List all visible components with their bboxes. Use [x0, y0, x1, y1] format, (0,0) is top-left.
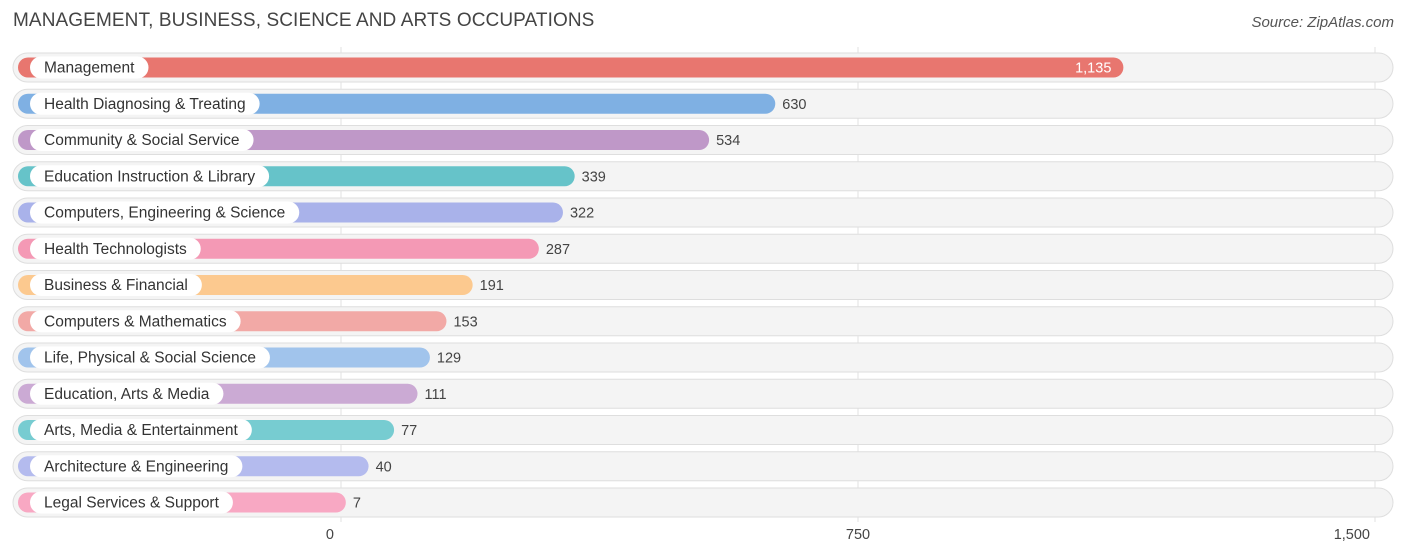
category-label: Arts, Media & Entertainment	[44, 422, 239, 439]
value-label: 1,135	[1075, 61, 1111, 77]
category-label: Education Instruction & Library	[44, 168, 255, 185]
tick-label: 1,500	[1334, 527, 1370, 543]
category-label: Management	[44, 60, 135, 77]
category-label: Computers & Mathematics	[44, 313, 227, 330]
label-pill	[30, 56, 149, 79]
label-pill	[30, 274, 202, 296]
label-pill	[30, 382, 224, 405]
label-pill	[30, 165, 270, 188]
value-label: 191	[480, 278, 504, 294]
category-label: Legal Services & Support	[44, 495, 220, 512]
chart-title: MANAGEMENT, BUSINESS, SCIENCE AND ARTS O…	[13, 10, 595, 31]
value-label: 40	[376, 459, 392, 475]
category-label: Health Diagnosing & Treating	[44, 96, 246, 113]
value-label: 534	[716, 133, 740, 149]
category-label: Architecture & Engineering	[44, 458, 228, 475]
category-label: Community & Social Service	[44, 132, 240, 149]
category-label: Education, Arts & Media	[44, 386, 210, 403]
label-pill	[30, 455, 243, 478]
tick-label: 750	[846, 527, 870, 543]
category-label: Computers, Engineering & Science	[44, 205, 285, 222]
value-label: 77	[401, 423, 417, 439]
label-pill	[30, 419, 252, 441]
category-label: Health Technologists	[44, 241, 187, 258]
category-label: Business & Financial	[44, 277, 188, 294]
label-pill	[30, 310, 241, 333]
row-background	[12, 487, 1394, 518]
value-label: 153	[453, 314, 477, 330]
tick-label: 0	[326, 527, 334, 543]
label-pill	[30, 491, 233, 514]
label-pill	[30, 237, 201, 260]
label-pill	[30, 92, 260, 115]
label-pill	[30, 346, 270, 369]
value-label: 7	[353, 496, 361, 512]
value-label: 630	[782, 97, 806, 113]
label-pill	[30, 129, 254, 151]
value-label: 111	[425, 387, 447, 403]
label-pill	[30, 201, 300, 224]
bar	[18, 57, 1124, 78]
source-label: Source: ZipAtlas.com	[1251, 14, 1394, 31]
value-label: 129	[437, 351, 461, 367]
value-label: 287	[546, 242, 570, 258]
category-label: Life, Physical & Social Science	[44, 350, 256, 367]
value-label: 339	[582, 169, 606, 185]
value-label: 322	[570, 206, 594, 222]
